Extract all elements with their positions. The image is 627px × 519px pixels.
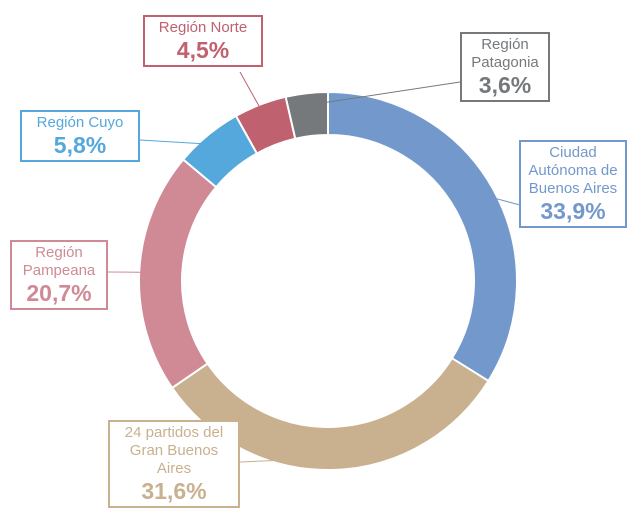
- label-name: Región Patagonia: [471, 36, 539, 71]
- data-label: Región Pampeana 20,7%: [10, 240, 108, 310]
- label-name: Región Pampeana: [22, 244, 96, 279]
- label-value: 20,7%: [26, 280, 92, 306]
- data-label: Región Patagonia 3,6%: [460, 32, 550, 102]
- leader-line: [482, 194, 521, 206]
- label-value: 31,6%: [141, 478, 207, 504]
- label-name: Ciudad Autónoma de Buenos Aires: [528, 144, 618, 197]
- label-name: Región Cuyo: [36, 114, 124, 131]
- leader-line: [239, 71, 265, 117]
- label-value: 3,6%: [478, 72, 532, 98]
- data-label: 24 partidos del Gran Buenos Aires 31,6%: [108, 420, 240, 508]
- leader-line: [239, 457, 332, 463]
- data-label: Ciudad Autónoma de Buenos Aires 33,9%: [519, 140, 627, 228]
- label-name: Región Norte: [158, 19, 248, 36]
- label-value: 33,9%: [540, 198, 606, 224]
- leader-line: [307, 81, 461, 106]
- label-name: 24 partidos del Gran Buenos Aires: [124, 424, 224, 477]
- label-value: 5,8%: [53, 132, 107, 158]
- data-label: Región Cuyo 5,8%: [20, 110, 140, 162]
- leader-line: [139, 139, 216, 146]
- donut-segment: [138, 158, 218, 390]
- data-label: Región Norte 4,5%: [143, 15, 263, 67]
- donut-segment: [327, 90, 518, 383]
- label-value: 4,5%: [176, 37, 230, 63]
